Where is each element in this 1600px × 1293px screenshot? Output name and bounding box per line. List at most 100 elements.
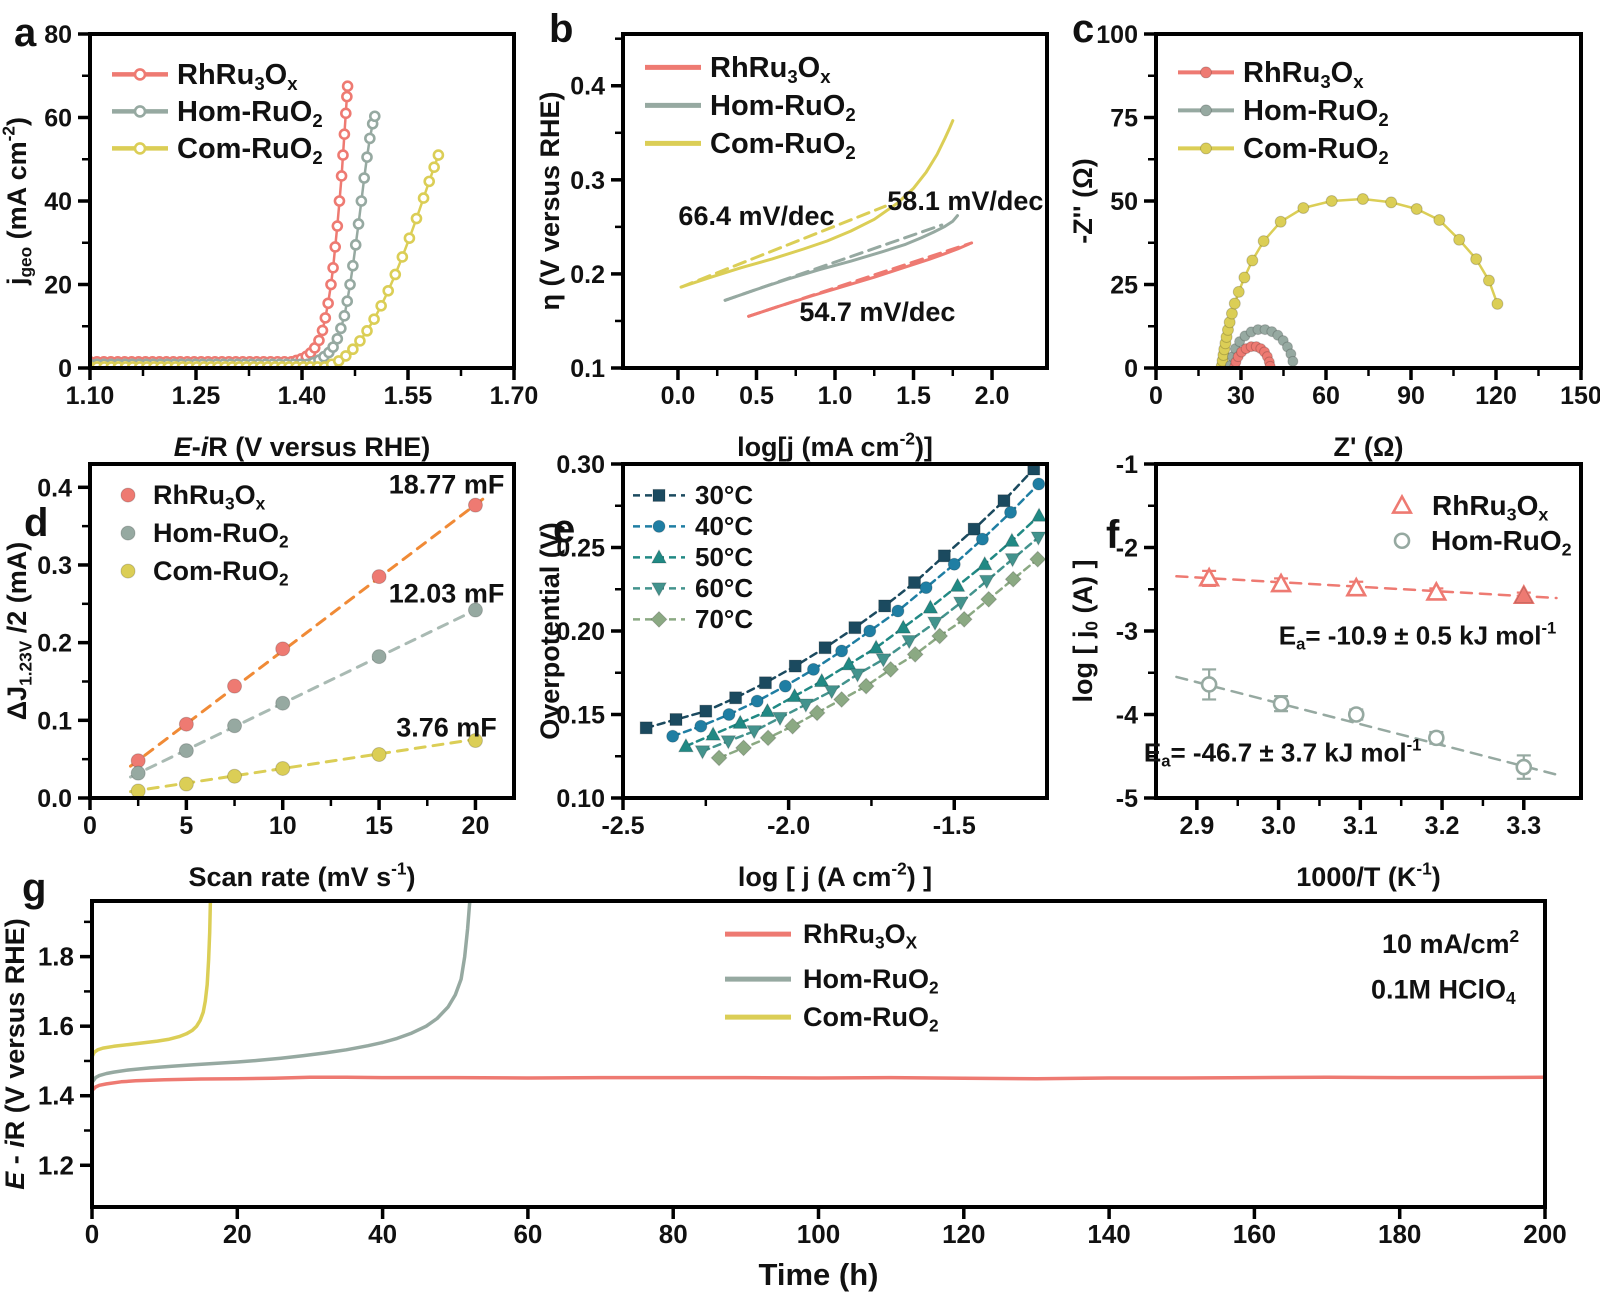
- series-line: [723, 214, 959, 302]
- data-marker: [797, 698, 814, 713]
- x-tick-label: 2.9: [1179, 812, 1214, 840]
- series-line: [1175, 575, 1558, 600]
- legend-label: 70°C: [695, 604, 753, 634]
- x-tick-label: 0: [85, 1219, 99, 1249]
- data-marker: [120, 487, 136, 503]
- data-marker: [786, 687, 803, 703]
- data-marker: [1393, 532, 1411, 550]
- annotation: 3.76 mF: [396, 713, 497, 743]
- data-marker: [349, 239, 362, 251]
- x-tick-label: 2.0: [975, 382, 1010, 410]
- panel-e-chart: -2.5 -2.0 -1.5 0.10 0.15 0.20 0.25 0.30 log [ j …: [535, 451, 1049, 892]
- x-tick-label: 40: [368, 1219, 397, 1249]
- series-line: [1220, 197, 1499, 368]
- data-marker: [1246, 254, 1259, 267]
- y-tick-label: 0: [58, 355, 72, 383]
- data-marker: [319, 312, 332, 324]
- data-marker: [1491, 297, 1504, 310]
- data-marker: [130, 765, 146, 781]
- y-tick-label: 0: [1124, 355, 1138, 383]
- data-marker: [371, 569, 387, 585]
- data-marker: [331, 332, 344, 345]
- data-marker: [1232, 285, 1245, 298]
- plot-frame: [621, 32, 1049, 370]
- x-tick-label: 200: [1523, 1219, 1566, 1249]
- legend-label: RhRu3Ox: [177, 59, 298, 94]
- data-marker: [952, 596, 969, 612]
- data-marker: [364, 132, 376, 145]
- data-marker: [895, 619, 912, 634]
- data-marker: [1200, 104, 1212, 117]
- data-marker: [361, 325, 373, 337]
- data-marker: [335, 322, 347, 335]
- x-tick-label: 20: [223, 1219, 252, 1249]
- x-tick-label: 60: [1312, 382, 1340, 410]
- data-marker: [849, 668, 866, 683]
- data-marker: [1515, 758, 1533, 776]
- x-tick-label: 3.3: [1506, 812, 1541, 840]
- data-marker: [130, 783, 146, 798]
- plot-frame: [1154, 462, 1583, 800]
- data-marker: [1410, 203, 1423, 216]
- panel-b-chart: 0.0 0.5 1.0 1.5 2.0 0.1 0.2 0.3 0.4 log[j (mA cm-…: [535, 7, 1049, 462]
- x-tick-label: 5: [179, 812, 193, 840]
- data-marker: [955, 610, 973, 628]
- data-marker: [1391, 493, 1413, 514]
- legend-label: 30°C: [695, 480, 753, 510]
- data-marker: [868, 639, 885, 654]
- data-marker: [666, 729, 680, 743]
- series-group: [129, 495, 487, 798]
- data-marker: [1032, 477, 1046, 491]
- data-marker: [1470, 253, 1483, 266]
- data-marker: [808, 704, 826, 722]
- data-marker: [133, 142, 147, 155]
- data-marker: [947, 557, 961, 571]
- data-marker: [1347, 706, 1365, 723]
- plot-frame: [90, 899, 1547, 1209]
- data-marker: [652, 519, 666, 533]
- data-marker: [746, 725, 763, 740]
- y-tick-label: 0.4: [570, 73, 605, 101]
- data-marker: [352, 218, 365, 230]
- series-group: [90, 80, 445, 368]
- data-marker: [313, 334, 325, 347]
- data-marker: [1030, 531, 1047, 546]
- data-marker: [758, 676, 772, 690]
- y-tick-label: 0.2: [37, 630, 72, 658]
- series-line: [747, 242, 970, 318]
- data-marker: [275, 695, 291, 711]
- x-tick-label: -2.0: [767, 812, 810, 840]
- legend-label: Com-RuO2: [710, 128, 856, 163]
- panel-a-chart: 1.10 1.25 1.40 1.55 1.70 0 20 40 60 80 E-iR (V ver…: [0, 11, 538, 462]
- y-tick-label: -3: [1116, 618, 1138, 646]
- data-marker: [931, 627, 949, 645]
- data-marker: [423, 175, 436, 188]
- x-tick-label: -2.5: [601, 812, 644, 840]
- y-tick-label: -2: [1116, 535, 1138, 563]
- panel-letter: d: [24, 501, 48, 545]
- data-marker: [227, 678, 243, 694]
- x-tick-label: 1.70: [490, 382, 539, 410]
- y-tick-label: 50: [1110, 188, 1138, 216]
- data-marker: [329, 241, 342, 253]
- legend-label: Com-RuO2: [177, 133, 323, 168]
- panel-g: 0 20 40 60 80 100 120 140 160 180 200 1.2 1.4 1.6 1.8 T…: [0, 855, 1600, 1293]
- series-group: [639, 464, 1047, 767]
- data-marker: [371, 649, 387, 665]
- data-marker: [778, 679, 792, 693]
- panel-f-chart: 2.9 3.0 3.1 3.2 3.3 -1 -2 -3 -4 -5 1000/T (K-1) log…: [1068, 451, 1583, 892]
- series-line: [92, 901, 472, 1085]
- annotation: 54.7 mV/dec: [799, 297, 955, 327]
- legend-label: Com-RuO2: [153, 556, 289, 589]
- legend-label: Com-RuO2: [803, 1002, 939, 1035]
- x-tick-label: 0: [1149, 382, 1163, 410]
- legend: RhRu3OX Hom-RuO2 Com-RuO2: [725, 919, 939, 1035]
- x-axis-title: E-iR (V versus RHE): [174, 432, 431, 462]
- legend-label: Hom-RuO2: [1431, 525, 1572, 560]
- data-marker: [341, 90, 353, 103]
- data-marker: [908, 576, 921, 590]
- data-marker: [178, 743, 194, 759]
- x-tick-label: 10: [269, 812, 297, 840]
